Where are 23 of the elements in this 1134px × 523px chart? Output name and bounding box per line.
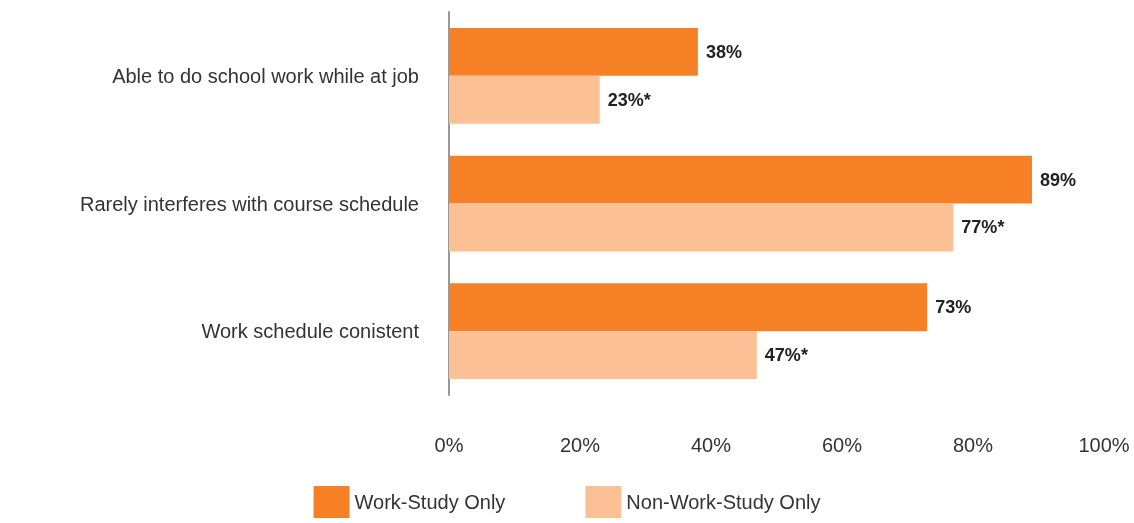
legend-label: Work-Study Only [354,491,506,513]
x-tick-label: 20% [559,434,601,456]
legend-label: Non-Work-Study Only [626,491,821,513]
data-label: 38% [705,41,742,62]
x-tick-label: 60% [821,434,863,456]
x-tick-label: 80% [952,434,994,456]
data-label: 47%* [764,345,808,366]
bar [449,155,1032,204]
bar [449,27,698,76]
bar [449,283,928,332]
bar [449,331,757,380]
y-tick-label: Work schedule conistent [201,320,420,343]
x-tick-label: 40% [690,434,732,456]
data-label: 23%* [607,89,651,110]
x-tick-label: 100% [1078,434,1130,456]
y-tick-label: Rarely interferes with course schedule [79,192,419,215]
data-label: 73% [935,297,972,318]
x-tick-label: 0% [434,434,464,456]
data-label: 89% [1039,169,1076,190]
bar [449,203,954,252]
y-tick-label: Able to do school work while at job [112,64,419,87]
bar [449,75,600,124]
data-label: 77%* [961,217,1005,238]
